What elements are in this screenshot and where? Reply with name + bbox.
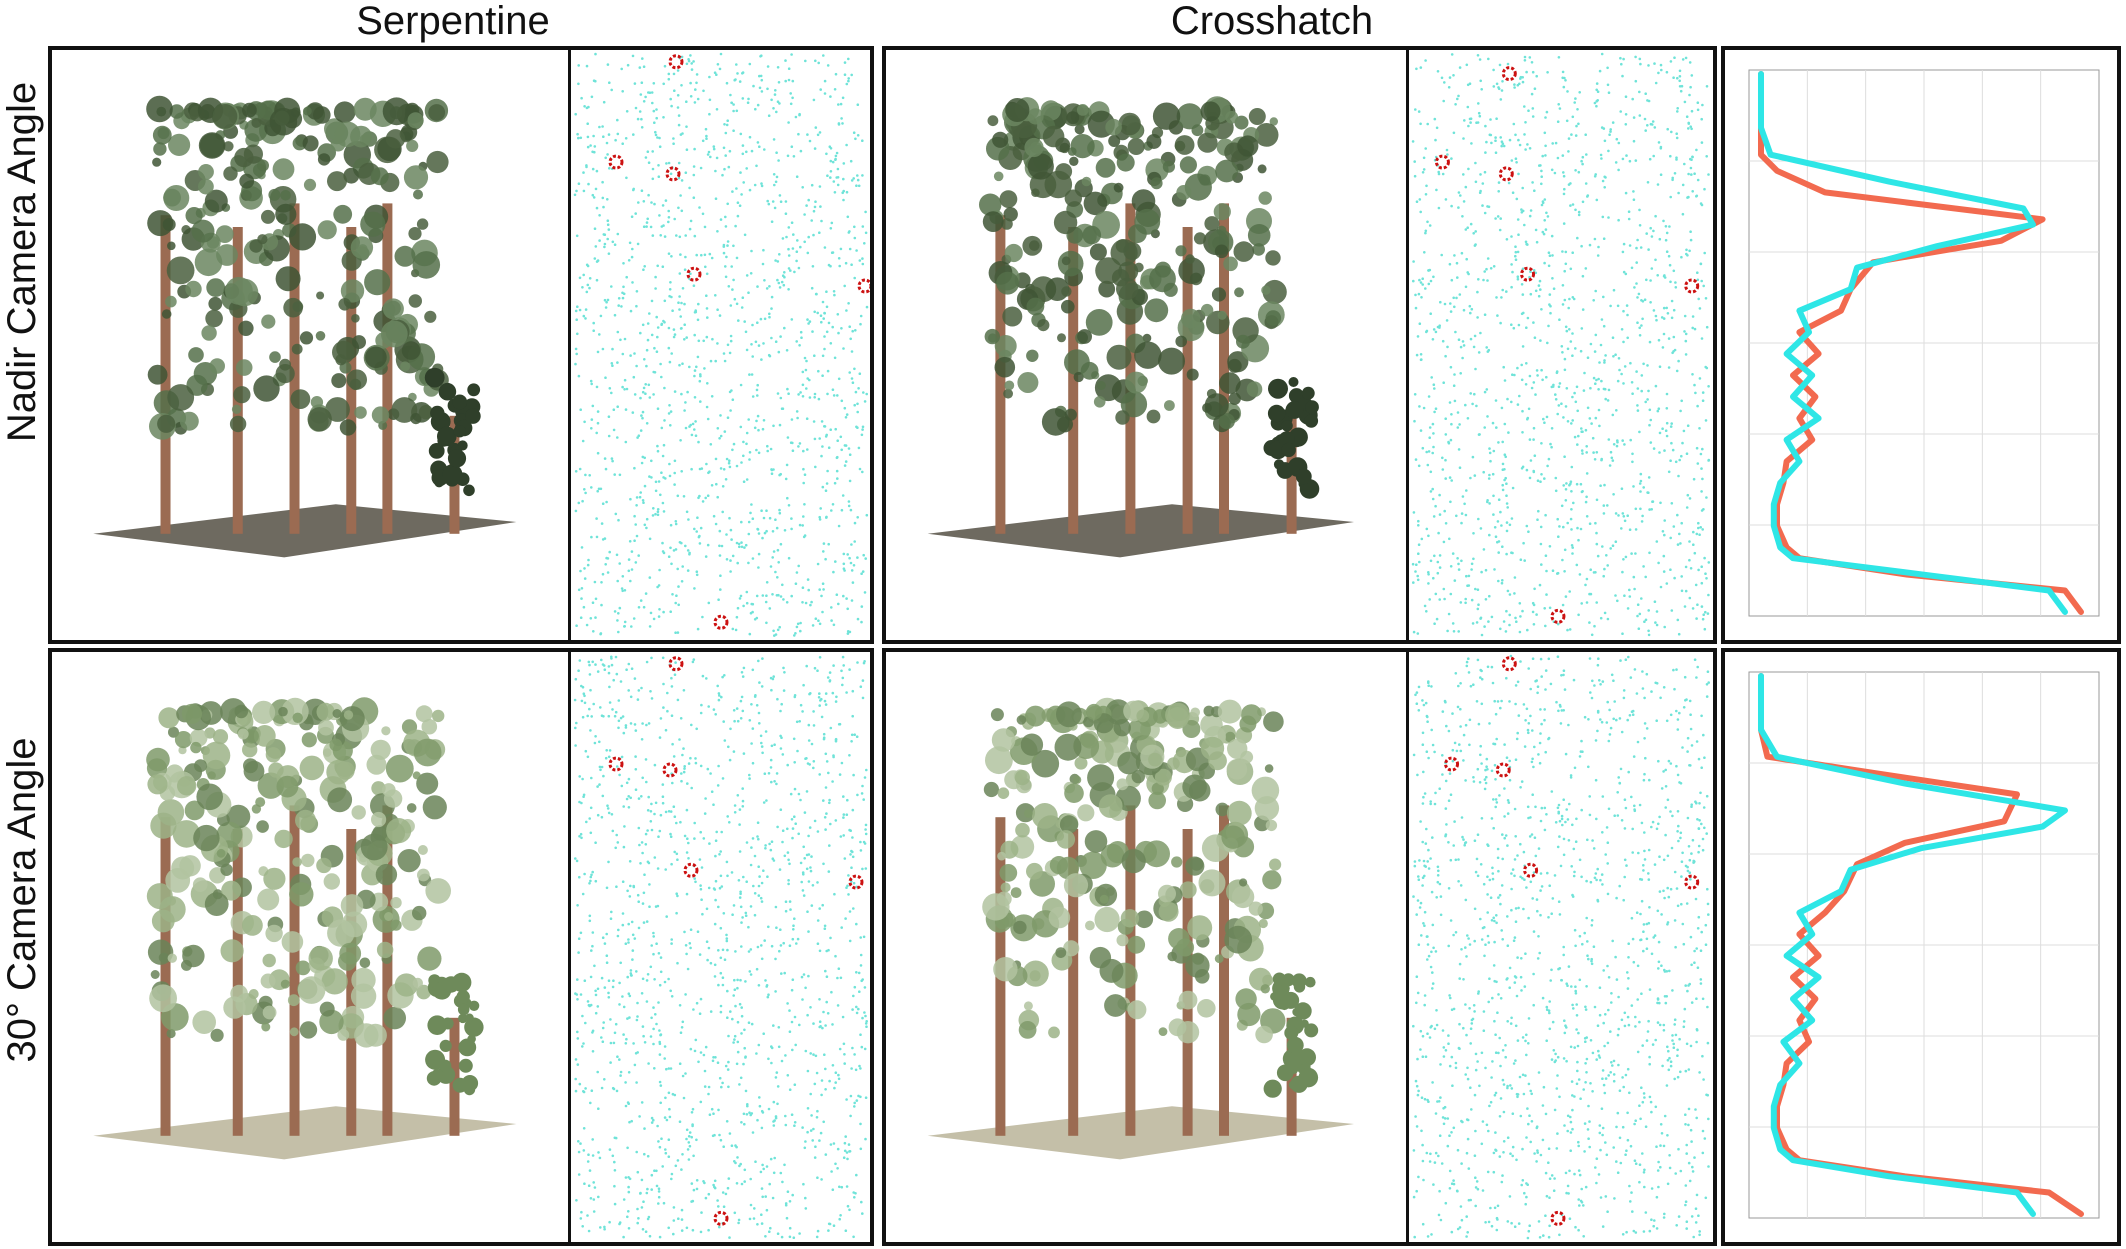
stem-map <box>573 52 870 637</box>
ground-point-dots <box>1411 52 1711 637</box>
stem-map-view <box>1409 652 1713 1242</box>
row-title-nadir: Nadir Camera Angle <box>0 81 44 443</box>
stem-location-marker <box>1495 762 1511 778</box>
stem-location-marker <box>848 874 864 890</box>
stem-location-marker <box>668 54 684 70</box>
stem-location-marker <box>608 154 624 170</box>
stem-map <box>1412 654 1710 1240</box>
column-title-crosshatch: Crosshatch <box>1170 0 1374 43</box>
ground-point-dots <box>573 655 868 1239</box>
stem-location-marker <box>1434 154 1450 170</box>
stem-map-view <box>571 50 870 640</box>
profile-series-line <box>1758 71 2068 615</box>
stem-location-marker <box>857 278 870 294</box>
panel-crosshatch-30deg <box>882 648 1717 1246</box>
profile-series-line <box>1758 71 2084 615</box>
tree-pointcloud-image <box>927 697 1354 1160</box>
tree-pointcloud-view <box>886 652 1406 1242</box>
stem-location-marker <box>1501 66 1517 82</box>
tree-trunk <box>1219 805 1229 1136</box>
tree-trunk <box>1182 227 1193 534</box>
panel-divider <box>1406 50 1409 640</box>
stem-location-marker <box>608 756 624 772</box>
stem-location-marker <box>665 166 681 182</box>
column-title-serpentine: Serpentine <box>356 0 550 43</box>
stem-location-marker <box>1501 656 1517 672</box>
stem-location-marker <box>713 1210 729 1226</box>
tree-trunk <box>346 829 357 1136</box>
ground-plane <box>93 1106 517 1160</box>
ground-point-dots <box>1412 654 1710 1240</box>
tree-pointcloud-view <box>52 652 568 1242</box>
tree-pointcloud-view <box>886 50 1406 640</box>
panel-divider <box>1406 652 1409 1242</box>
tree-trunk <box>289 805 300 1136</box>
ground-plane <box>927 1106 1354 1160</box>
tree-canopy <box>979 96 1320 499</box>
tree-pointcloud-view <box>52 50 568 640</box>
row-title-30deg: 30° Camera Angle <box>0 737 44 1063</box>
tree-trunk <box>1068 829 1079 1136</box>
stem-location-marker <box>662 762 678 778</box>
stem-map-view <box>571 652 870 1242</box>
tree-trunk <box>232 829 243 1136</box>
tree-trunk <box>382 805 393 1136</box>
stem-location-marker <box>686 266 702 282</box>
panel-serpentine-nadir <box>48 46 874 644</box>
stem-location-marker <box>1523 862 1539 878</box>
tree-pointcloud-image <box>93 697 517 1160</box>
stem-location-marker <box>668 656 684 672</box>
stem-location-marker <box>1520 266 1536 282</box>
tree-trunk <box>1125 203 1136 534</box>
stem-location-marker <box>1444 756 1460 772</box>
panel-divider <box>568 50 571 640</box>
height-profile-chart-30deg <box>1721 648 2121 1246</box>
tree-trunk <box>289 203 300 534</box>
tree-canopy <box>146 95 481 497</box>
panel-serpentine-30deg <box>48 648 874 1246</box>
tree-trunk <box>160 817 171 1136</box>
ground-plane <box>927 504 1354 558</box>
panel-crosshatch-nadir <box>882 46 1717 644</box>
tree-pointcloud-image <box>927 96 1354 558</box>
stem-location-marker <box>1684 874 1700 890</box>
stem-location-marker <box>1498 166 1514 182</box>
stem-map-view <box>1409 50 1713 640</box>
tree-canopy <box>982 697 1319 1098</box>
height-profile-chart-nadir <box>1721 46 2121 644</box>
stem-location-marker <box>713 614 729 630</box>
ground-plane <box>93 504 517 558</box>
stem-location-marker <box>1550 608 1566 624</box>
stem-location-marker <box>1550 1210 1566 1226</box>
tree-trunk <box>1219 203 1229 534</box>
stem-location-marker <box>683 862 699 878</box>
tree-canopy <box>146 697 484 1096</box>
tree-pointcloud-image <box>93 95 517 558</box>
ground-point-dots <box>573 52 869 637</box>
panel-divider <box>568 652 571 1242</box>
stem-map <box>573 655 868 1239</box>
stem-location-marker <box>1684 278 1700 294</box>
tree-trunk <box>1182 829 1193 1136</box>
tree-trunk <box>1068 227 1079 534</box>
profile-series-line <box>1758 673 2068 1217</box>
tree-trunk <box>232 227 243 534</box>
stem-map <box>1411 52 1711 637</box>
